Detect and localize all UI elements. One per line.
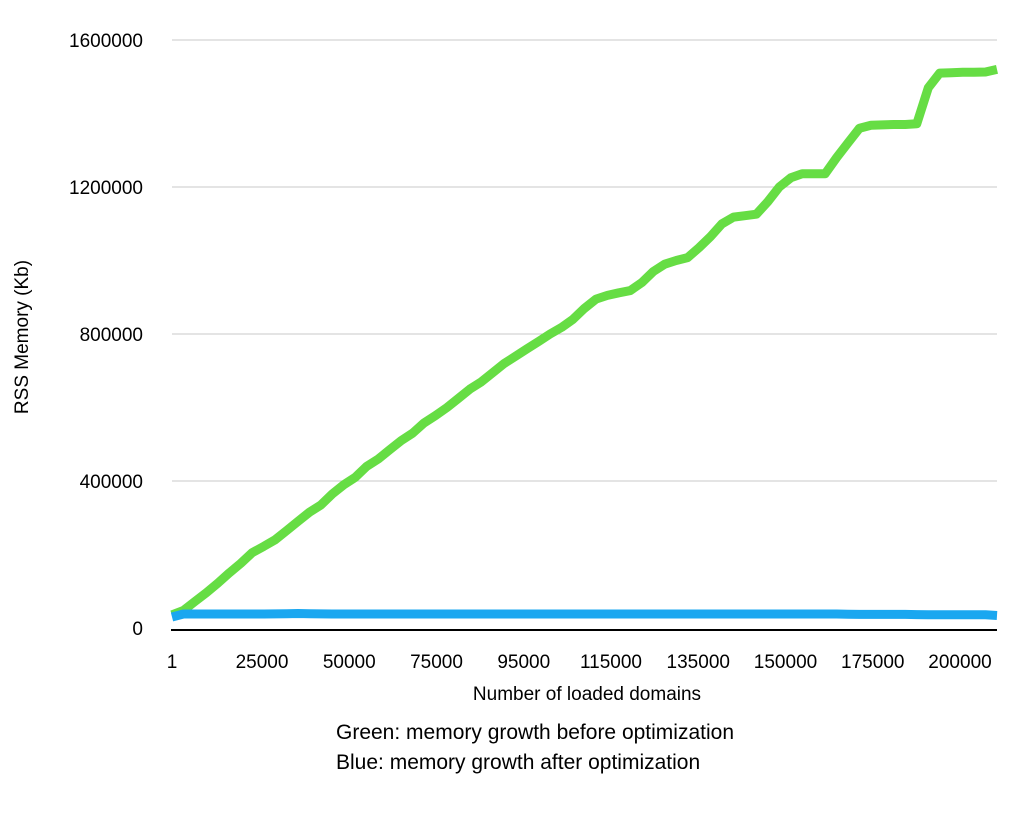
x-tick-label: 1: [167, 652, 178, 673]
y-tick-labels: 0 400000 800000 1200000 1600000: [69, 31, 143, 640]
grid-lines: [172, 39, 997, 482]
y-tick-label: 0: [132, 619, 143, 640]
x-tick-label: 150000: [754, 652, 817, 673]
x-tick-label: 25000: [236, 652, 289, 673]
y-tick-label: 800000: [80, 325, 143, 346]
series-line-0: [170, 65, 998, 620]
x-tick-label: 200000: [928, 652, 991, 673]
y-tick-label: 1200000: [69, 178, 143, 199]
x-tick-label: 115000: [580, 652, 642, 673]
y-axis-title: RSS Memory (Kb): [12, 260, 33, 414]
series-line-1: [170, 609, 998, 622]
caption-blue: Blue: memory growth after optimization: [336, 751, 701, 774]
x-axis-title: Number of loaded domains: [473, 684, 701, 705]
series-layer: [170, 65, 998, 622]
x-tick-label: 135000: [667, 652, 730, 673]
x-tick-label: 175000: [841, 652, 904, 673]
x-tick-labels: 1 25000 50000 75000 95000 115000 135000 150000 1…: [167, 652, 992, 673]
x-tick-label: 95000: [497, 652, 550, 673]
x-tick-label: 50000: [323, 652, 376, 673]
y-tick-label: 400000: [80, 472, 143, 493]
y-tick-label: 1600000: [69, 31, 143, 52]
caption-green: Green: memory growth before optimization: [336, 721, 735, 744]
x-tick-label: 75000: [410, 652, 463, 673]
